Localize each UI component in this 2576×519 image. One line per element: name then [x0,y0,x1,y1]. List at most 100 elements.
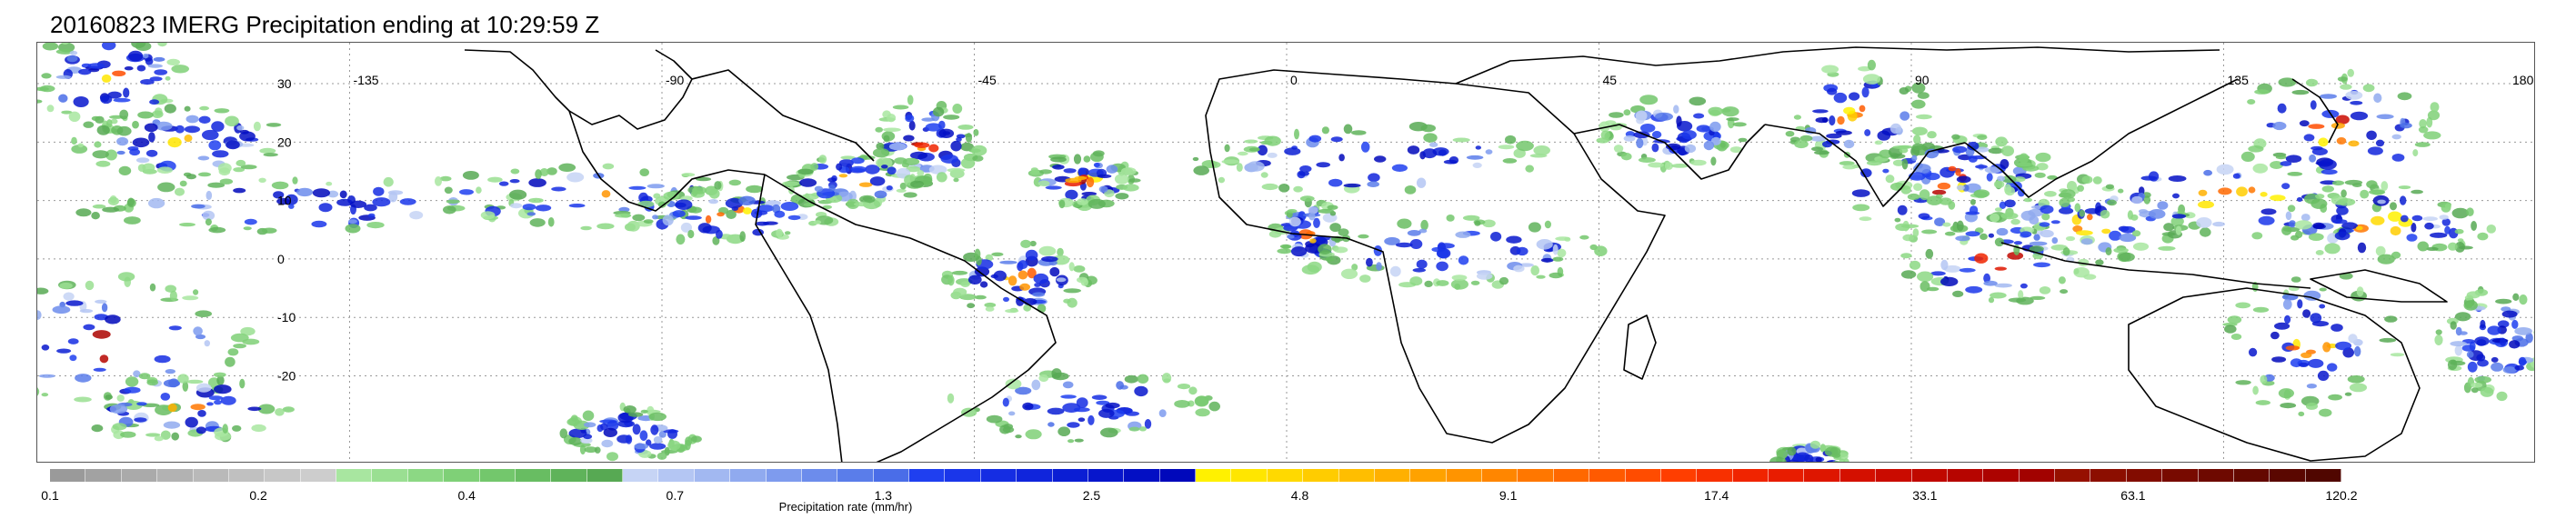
precip-cell [1418,228,1428,234]
precip-cell [639,168,649,177]
precip-cell [2168,175,2187,182]
precip-cell [239,378,246,389]
precip-cell [615,213,632,218]
precip-cell [148,197,165,209]
precip-cell [2095,259,2104,266]
precip-cell [2171,214,2187,219]
precip-cell [1721,106,1739,117]
precip-cell [1943,264,1961,273]
colorbar-tick-label: 0.2 [249,488,267,503]
colorbar-segment [1911,469,1948,482]
precip-cell [1921,229,1938,235]
precip-cell [160,393,171,401]
precip-cell [1003,296,1009,302]
precip-cell [1948,201,1956,210]
precip-cell [165,284,176,293]
precip-cell [510,203,523,209]
precip-cell [2158,245,2176,251]
precip-cell [154,69,168,75]
precip-cell [439,175,452,182]
precip-cell [2291,89,2310,95]
coastline-eurasia [1455,46,2220,85]
precip-cell [191,204,205,209]
precip-cell [1002,426,1015,434]
precip-cell [2426,116,2433,128]
colorbar-segment [515,469,552,482]
colorbar-segment [1196,469,1232,482]
precip-cell [2312,222,2325,229]
precip-cell [2010,218,2020,225]
precip-cell [1533,145,1550,155]
precip-cell [37,86,49,92]
coastline-india [1764,124,1966,207]
precip-cell [2287,172,2303,176]
precip-cell [2007,252,2024,260]
colorbar-segment [1660,469,1698,482]
precip-cell [936,172,947,183]
precip-cell [1635,110,1648,122]
precip-cell [1027,267,1037,279]
precip-cell [118,165,132,175]
precip-cell [1134,385,1148,397]
precip-cell [149,283,156,292]
precip-cell [887,114,897,123]
precip-cell [967,303,975,309]
precip-cell [2001,145,2014,156]
precip-cell [947,393,955,404]
precip-cell [649,443,667,450]
precip-cell [1074,438,1084,443]
coastline-north-america [464,49,693,130]
precip-cell [167,403,177,413]
precip-cell [1719,142,1726,148]
precip-cell [1041,255,1058,263]
precip-cell [1261,183,1278,191]
precip-cell [2260,374,2268,384]
precip-cell [2303,134,2315,142]
precip-cell [2341,222,2359,230]
map-canvas: -135 -90 -45 0 45 90 135 180 30 20 10 0 -10 -20 [37,43,2534,462]
precip-cell [594,446,601,454]
precip-cell [886,185,893,191]
precip-cell [1900,224,1919,228]
precip-cell [676,234,686,245]
precip-cell [1594,245,1608,256]
precip-cell [551,186,566,192]
precip-cell [101,303,108,313]
precip-cell [632,214,646,222]
precip-cell [168,325,182,331]
precip-cell [110,118,118,125]
colorbar-segment [945,469,981,482]
precip-cell [964,134,972,137]
precip-cell [1033,273,1049,284]
colorbar-segment [121,469,158,482]
precip-cell [738,195,756,205]
precip-cell [37,387,40,396]
precip-cell [2305,402,2319,410]
precip-cell [1038,245,1057,256]
precip-cell [2248,186,2256,194]
precip-cell [2299,362,2309,367]
precip-cell [1125,411,1140,416]
precip-cell [2260,192,2268,197]
precip-cell [1208,161,1221,168]
precip-cell [2459,331,2468,335]
precip-cell [149,99,160,105]
precip-cell [2036,163,2049,171]
precip-cell [1450,279,1468,290]
colorbar-tick-label: 4.8 [1290,488,1309,503]
precip-cell [2319,287,2327,292]
precip-cell [972,155,984,162]
precip-cell [728,179,741,186]
precip-cell [240,165,257,170]
precip-cell [163,421,181,429]
latitude-label: 0 [277,252,285,266]
precip-cell [156,166,173,174]
precip-cell [2240,151,2255,162]
precip-cell [2109,230,2122,241]
precip-cell [559,428,568,439]
precip-cell [667,429,677,439]
precip-cell [566,172,585,183]
precip-cell [685,215,702,220]
precip-cell [1144,419,1152,429]
precip-cell [2018,290,2024,300]
